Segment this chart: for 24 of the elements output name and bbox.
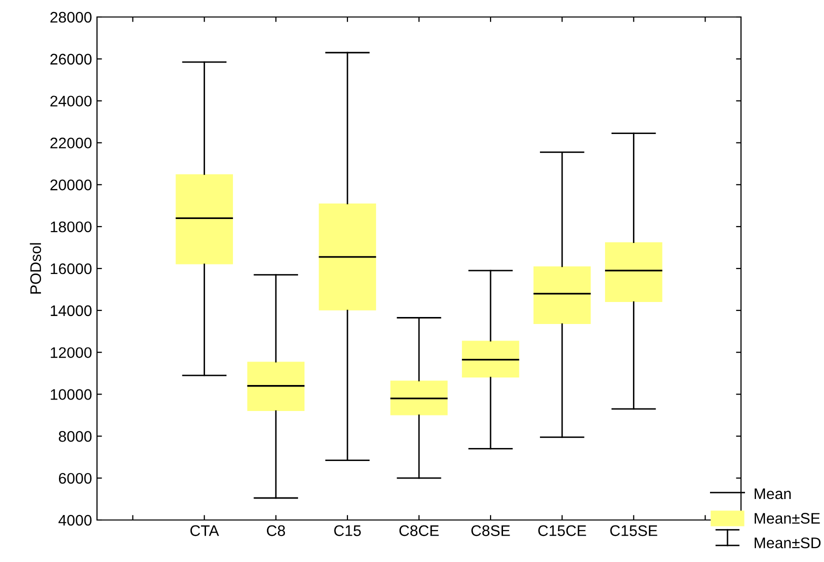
y-tick-label: 14000	[50, 305, 92, 316]
y-tick-label: 26000	[50, 54, 92, 65]
y-tick-label: 22000	[50, 138, 92, 148]
legend-label: Mean±SE	[754, 512, 820, 524]
y-tick-label: 8000	[58, 431, 92, 442]
y-tick-label: 6000	[58, 472, 92, 484]
x-tick-label: CTA	[190, 525, 220, 536]
x-tick-label: C15SE	[610, 525, 658, 536]
x-tick-label: C8CE	[399, 525, 439, 536]
x-tick-label: C8	[266, 525, 285, 536]
text: Mean	[754, 488, 791, 500]
y-tick-label: 24000	[50, 96, 92, 107]
y-tick-label: 18000	[50, 221, 92, 232]
y-axis-title: PODsol	[30, 243, 42, 294]
y-tick-label: 10000	[50, 389, 92, 400]
text: Mean±SD	[754, 537, 821, 548]
y-tick-label: 12000	[50, 347, 92, 358]
x-tick-label: C15	[334, 525, 361, 536]
y-tick-label: 16000	[50, 263, 92, 274]
y-tick-label: 4000	[58, 514, 92, 526]
y-tick-label: 20000	[50, 180, 92, 190]
x-tick-label: C8SE	[471, 525, 510, 536]
y-tick-label: 28000	[50, 12, 92, 23]
x-tick-label: C15CE	[538, 525, 586, 536]
